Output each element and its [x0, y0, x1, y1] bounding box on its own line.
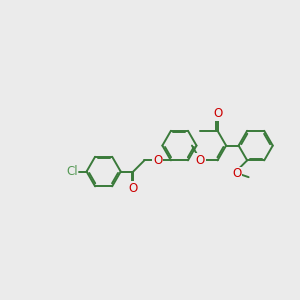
Text: O: O: [213, 107, 222, 120]
Text: O: O: [153, 154, 162, 167]
Text: O: O: [196, 154, 205, 167]
Text: Cl: Cl: [66, 165, 78, 178]
Text: O: O: [232, 167, 242, 180]
Text: O: O: [129, 182, 138, 195]
